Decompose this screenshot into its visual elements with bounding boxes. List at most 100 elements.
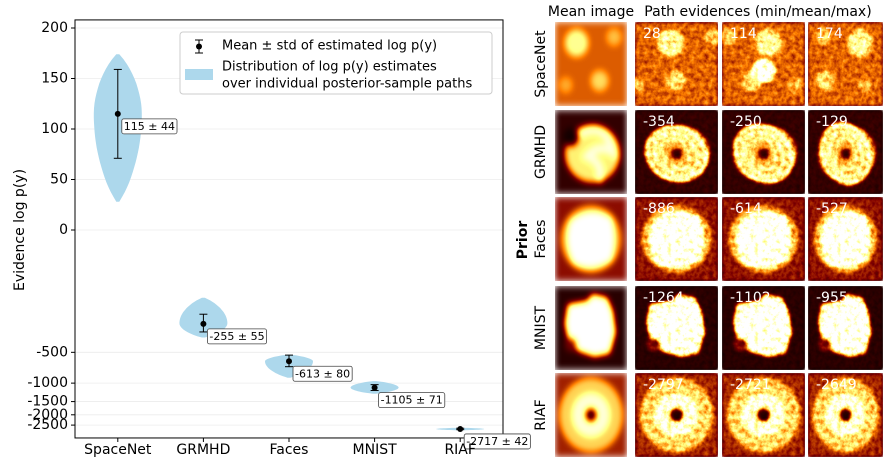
x-tick-label: GRMHD	[176, 442, 230, 458]
path-evidence: -2721	[730, 377, 771, 393]
y-tick-label: 200	[41, 20, 68, 36]
image-shape	[646, 338, 660, 352]
image-shape	[833, 134, 858, 173]
image-cell	[722, 373, 805, 457]
y-tick-label: -2500	[27, 417, 68, 433]
row-label: SpaceNet	[533, 30, 549, 98]
image-shape	[565, 29, 589, 57]
path-evidence: -354	[643, 114, 675, 130]
image-shape	[818, 338, 831, 352]
y-tick-label: 0	[59, 222, 68, 238]
value-label-box	[206, 328, 267, 345]
image-cell	[635, 22, 718, 106]
path-evidence: -527	[816, 201, 848, 217]
image-shape	[749, 135, 778, 173]
mean-dot	[114, 110, 121, 117]
value-label: -1105 ± 71	[381, 394, 443, 407]
image	[722, 110, 805, 194]
value-label: -255 ± 55	[209, 330, 264, 343]
row-label: RIAF	[533, 399, 549, 431]
image-shape	[657, 29, 684, 57]
image-cell	[722, 286, 805, 370]
image-shape	[733, 124, 794, 184]
path-evidence: -250	[730, 114, 762, 130]
y-tick-label: -1500	[27, 394, 68, 410]
image-shape	[757, 147, 770, 160]
image-cell	[808, 110, 883, 194]
path-evidence: -2649	[816, 377, 857, 393]
image-shape	[788, 77, 804, 93]
image-shape	[565, 294, 616, 357]
value-label-box	[292, 365, 353, 382]
image	[555, 373, 627, 457]
y-axis-label: Evidence log p(y)	[12, 169, 28, 291]
legend: Mean ± std of estimated log p(y) Distrib…	[179, 31, 493, 95]
value-label: 115 ± 44	[124, 120, 175, 133]
image	[722, 22, 805, 106]
image-cell	[808, 373, 883, 457]
image-shape	[565, 338, 577, 352]
row-label: Faces	[533, 220, 549, 259]
value-label: -613 ± 80	[295, 367, 350, 380]
image	[722, 286, 805, 370]
image	[808, 197, 883, 281]
image-shape	[645, 125, 708, 182]
image-shape	[840, 147, 851, 160]
path-evidence: -129	[816, 114, 848, 130]
row-label: MNIST	[533, 305, 549, 350]
path-evidence: 28	[643, 26, 661, 42]
image-shape	[669, 408, 684, 422]
image-cell	[808, 197, 883, 281]
image-shape	[562, 127, 579, 147]
path-evidence: 114	[730, 26, 757, 42]
image-shape	[735, 211, 791, 268]
image-shape	[559, 77, 573, 93]
image	[808, 373, 883, 457]
image-shape	[648, 211, 704, 268]
y-tick-label: -2000	[27, 407, 68, 423]
image-shape	[606, 28, 622, 46]
legend-label: over individual posterior-sample paths	[222, 77, 472, 92]
y-tick-label: 100	[41, 121, 68, 137]
image	[722, 197, 805, 281]
y-tick-label: 150	[41, 71, 68, 87]
image	[635, 197, 718, 281]
image-shape	[756, 408, 771, 422]
y-tick-label: -500	[36, 344, 68, 360]
image-cell	[808, 22, 883, 106]
image-shape	[820, 211, 871, 268]
image-shape	[839, 408, 852, 422]
image	[635, 373, 718, 457]
path-evidence: -1264	[643, 290, 684, 306]
mean-dot	[286, 358, 292, 365]
image-shape	[635, 77, 645, 93]
image	[635, 286, 718, 370]
image-shape	[665, 70, 686, 91]
image-cell	[635, 197, 718, 281]
column-header: Path evidences (min/mean/max)	[644, 4, 871, 20]
image-cell	[722, 197, 805, 281]
image-shape	[818, 294, 871, 357]
path-evidence: -955	[816, 290, 848, 306]
image-shape	[816, 28, 832, 46]
image-shape	[585, 408, 597, 422]
image	[635, 22, 718, 106]
image-cell	[555, 22, 627, 106]
image-shape	[670, 147, 683, 160]
image-shape	[858, 77, 872, 93]
image-shape	[705, 28, 718, 46]
image-shape	[741, 129, 786, 178]
image	[808, 22, 883, 106]
image-shape	[826, 128, 865, 179]
column-header: Mean image	[548, 4, 634, 20]
path-evidence: -886	[643, 201, 675, 217]
y-tick-label: 50	[50, 172, 68, 188]
image	[555, 197, 627, 281]
image	[555, 110, 627, 194]
row-label: GRMHD	[533, 125, 549, 179]
image-shape	[660, 136, 693, 171]
x-tick-label: SpaceNet	[84, 442, 152, 458]
image-cell	[635, 286, 718, 370]
image-shape	[652, 131, 701, 177]
image-cell	[635, 373, 718, 457]
